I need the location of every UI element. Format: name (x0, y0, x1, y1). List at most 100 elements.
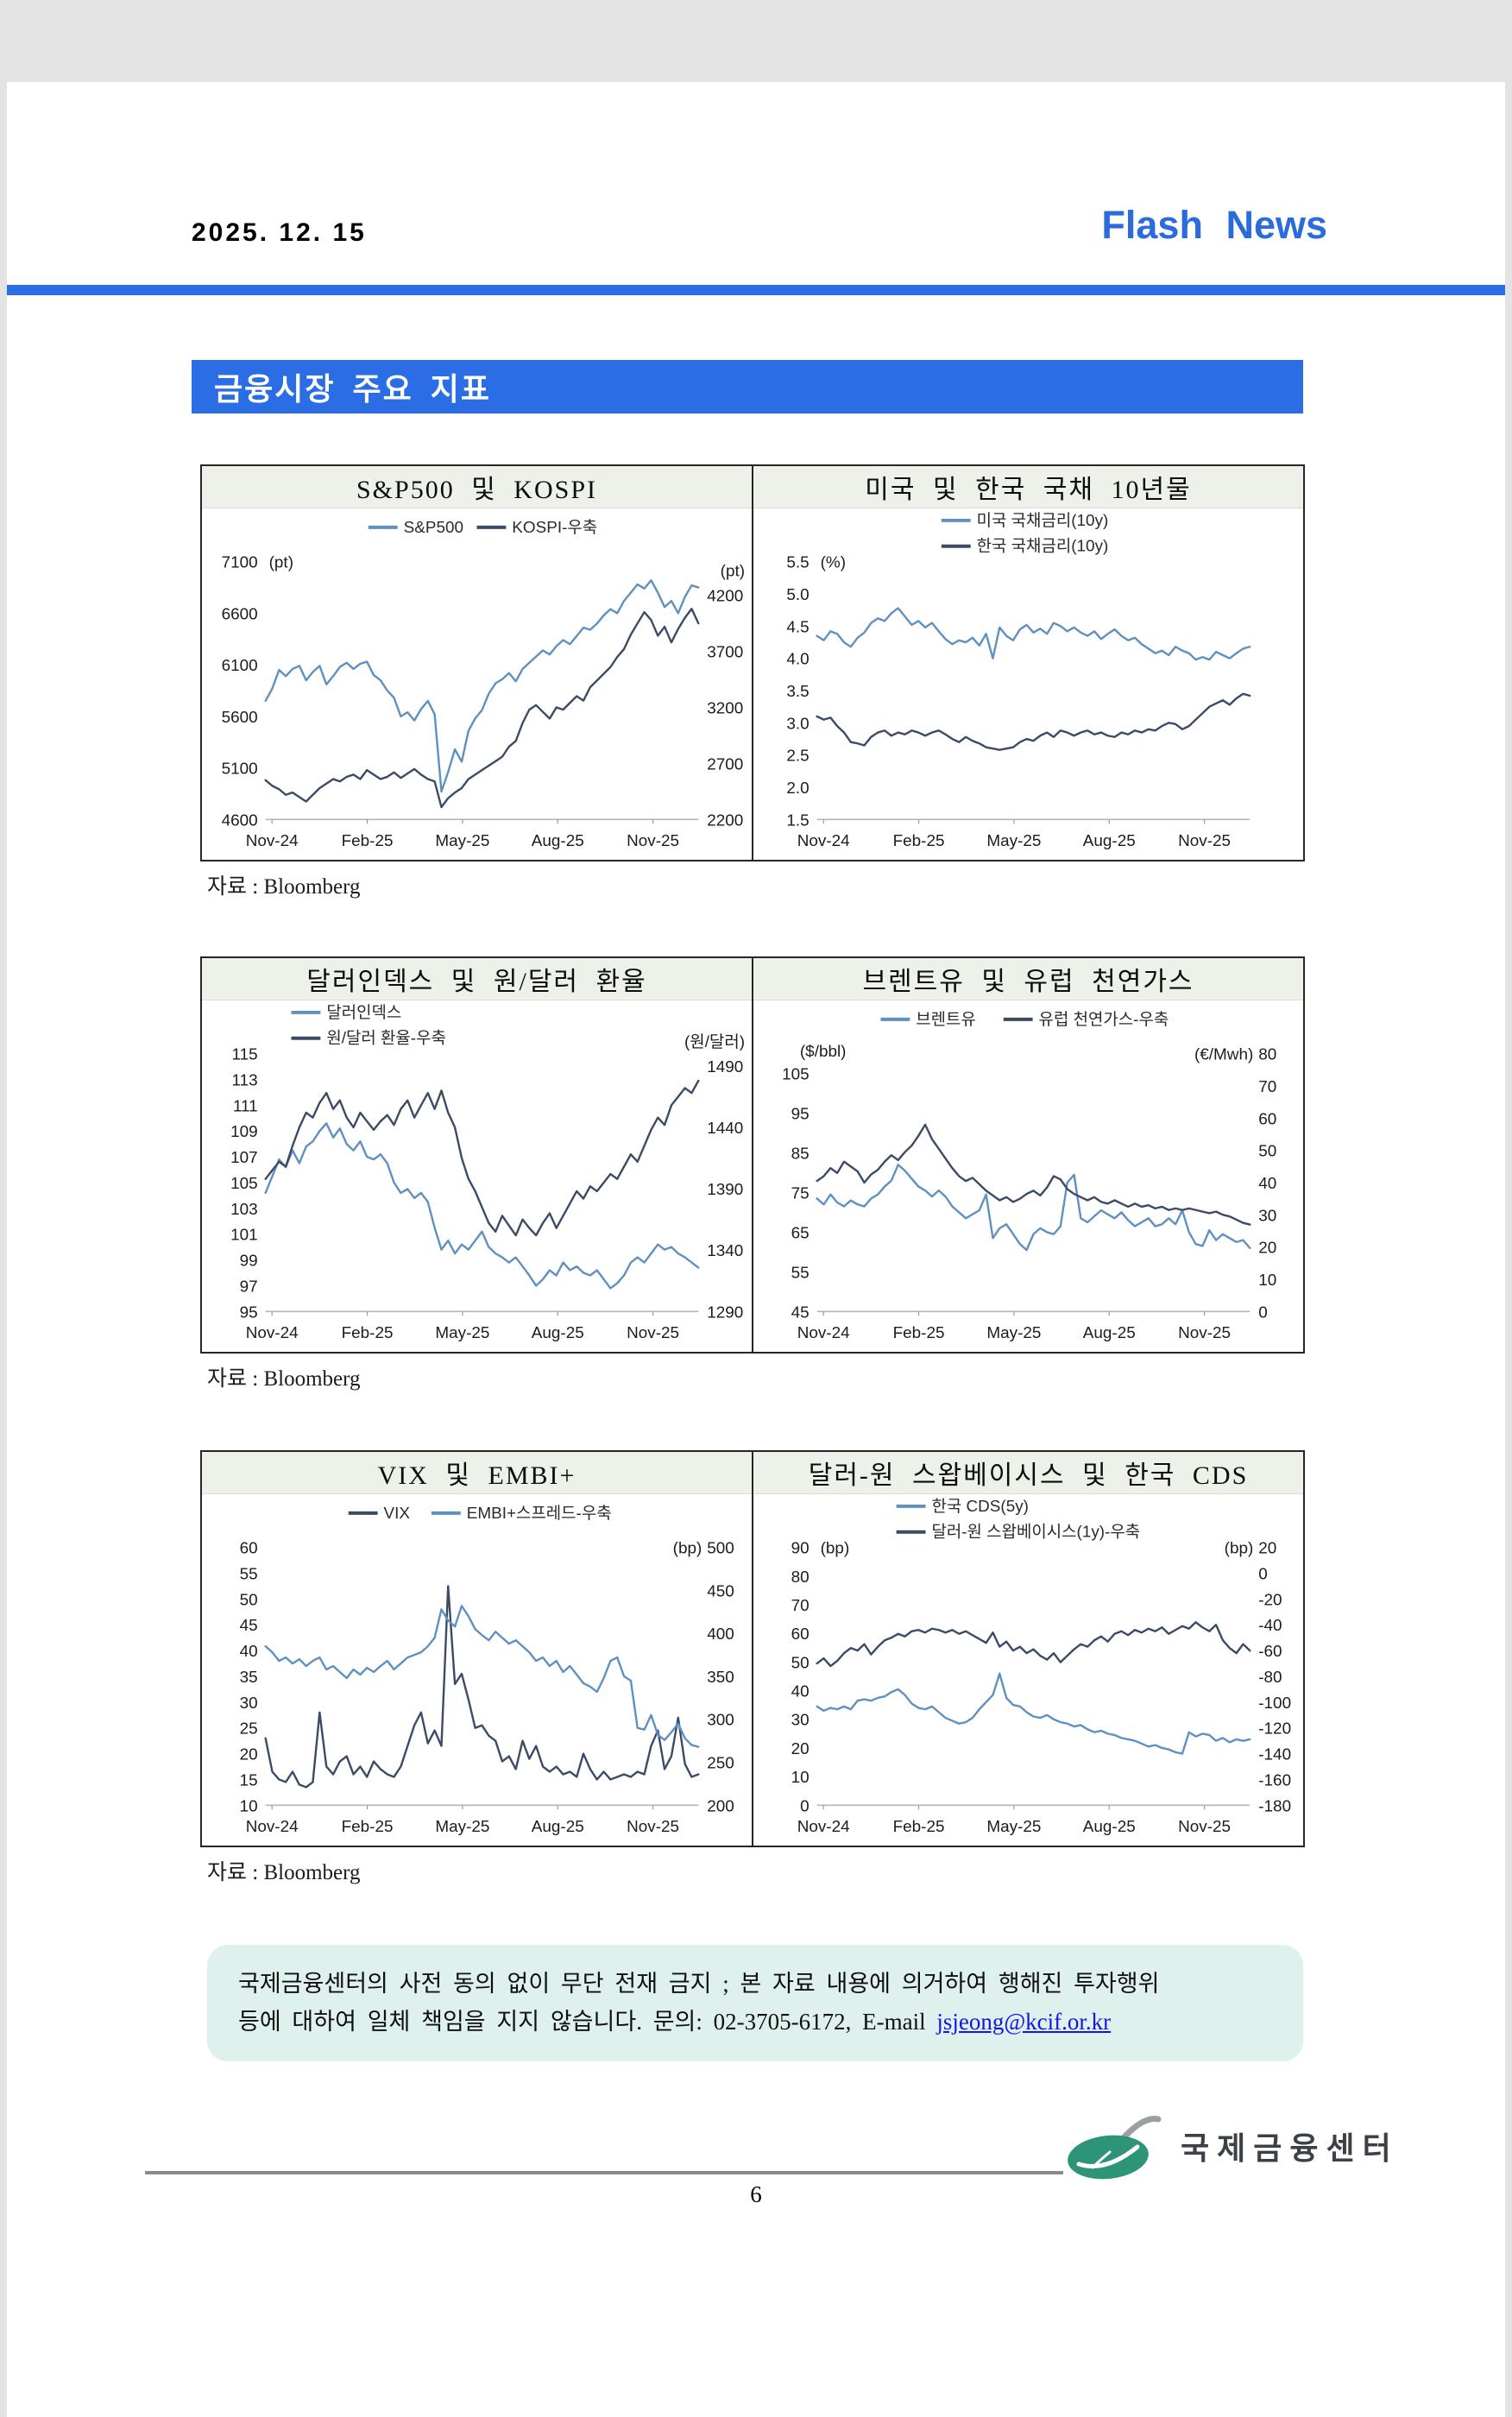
y-tick-label-left: 111 (233, 1097, 258, 1115)
series-line-left (816, 607, 1251, 661)
series-line-right (816, 1123, 1251, 1226)
y-tick-label-left: 10 (791, 1769, 810, 1787)
x-tick-label: May-25 (435, 1818, 489, 1836)
chart-title: VIX 및 EMBI+ (202, 1452, 752, 1494)
x-tick-label: Aug-25 (1083, 1324, 1136, 1342)
series-line-left (264, 1585, 700, 1789)
chart-us-kr-10y: 미국 및 한국 국채 10년물 Nov-24 Feb-25 May-25 Aug-25… (753, 466, 1303, 860)
y-tick-label-left: 60 (791, 1625, 810, 1644)
chart-title: 미국 및 한국 국채 10년물 (753, 466, 1303, 508)
chart-row-2: 달러인덱스 및 원/달러 환율 Nov-24 Feb-25 May-25 Aug-25… (200, 956, 1305, 1354)
x-tick-label: Nov-25 (627, 832, 679, 850)
y-tick-label-left: 4.5 (786, 618, 809, 636)
chart-plot: Nov-24 Feb-25 May-25 Aug-25 Nov-25 105 95 85 75 6… (753, 1000, 1303, 1354)
x-tick-label: Feb-25 (342, 832, 394, 850)
y-tick-label-left: 113 (232, 1072, 258, 1090)
legend-label: 브렌트유 (916, 1010, 976, 1029)
y-tick-label-left: 95 (240, 1303, 258, 1322)
report-date: 2025. 12. 15 (192, 218, 367, 247)
source-note: 자료 : Bloomberg (207, 875, 361, 899)
y-tick-label-left: 97 (240, 1278, 258, 1296)
source-note: 자료 : Bloomberg (207, 1367, 361, 1391)
y-tick-label-right: 0 (1258, 1303, 1268, 1322)
y-tick-label-left: 2.0 (786, 779, 809, 798)
kcif-logo-icon (1068, 2116, 1162, 2180)
legend-label: KOSPI-우축 (512, 518, 597, 537)
y-tick-label-left: 115 (232, 1046, 258, 1064)
y-tick-label-right: 60 (1258, 1110, 1276, 1128)
line-chart: Nov-24 Feb-25 May-25 Aug-25 Nov-25 60 55 50 45 40… (240, 1504, 734, 1836)
contact-email-link[interactable]: jsjeong@kcif.or.kr (936, 2008, 1112, 2035)
right-axis-unit: (bp) (673, 1540, 702, 1558)
right-axis-unit: (bp) (1225, 1540, 1254, 1558)
x-tick-label: Feb-25 (342, 1818, 394, 1836)
chart-plot: Nov-24 Feb-25 May-25 Aug-25 Nov-25 7100 (pt) 66… (202, 508, 752, 862)
y-tick-label-right: 70 (1258, 1078, 1276, 1096)
left-axis-unit: ($/bbl) (800, 1043, 847, 1061)
y-tick-label-left: 95 (791, 1106, 810, 1124)
y-tick-label-left: 30 (240, 1694, 258, 1713)
footer-divider (145, 2171, 1063, 2174)
x-tick-label: Nov-24 (246, 1818, 299, 1836)
kcif-logo-text: 국제금융센터 (1181, 2130, 1399, 2166)
y-tick-label-right: -40 (1258, 1617, 1282, 1635)
y-tick-label-right: 1390 (707, 1181, 743, 1199)
y-tick-label-left: 90 (791, 1540, 810, 1558)
legend-label: 유럽 천연가스-우축 (1039, 1010, 1169, 1029)
y-tick-label-left: 107 (230, 1149, 258, 1167)
y-tick-label-left: 40 (791, 1683, 810, 1701)
y-tick-label-right: 50 (1258, 1143, 1276, 1161)
chart-row-1: S&P500 및 KOSPI Nov-24 Feb-25 May-25 Aug-25 N… (200, 464, 1305, 861)
right-axis-unit: (원/달러) (684, 1032, 745, 1051)
chart-title: 브렌트유 및 유럽 천연가스 (753, 958, 1303, 1000)
y-tick-label-right: 400 (707, 1625, 734, 1644)
x-tick-label: Aug-25 (532, 1818, 584, 1836)
y-tick-label-left: 75 (791, 1184, 810, 1202)
y-tick-label-left: 45 (240, 1617, 258, 1635)
line-chart: Nov-24 Feb-25 May-25 Aug-25 Nov-25 115 113 111 1… (230, 1003, 745, 1342)
x-tick-label: Feb-25 (893, 832, 945, 850)
x-tick-label: May-25 (435, 1324, 489, 1342)
legend-label: S&P500 (404, 519, 463, 537)
y-tick-label-left: 105 (230, 1175, 258, 1193)
line-chart: Nov-24 Feb-25 May-25 Aug-25 Nov-25 105 95 85 75 6… (782, 1010, 1276, 1342)
legend-label: 한국 CDS(5y) (931, 1497, 1029, 1516)
y-tick-label-left: 5600 (222, 709, 258, 727)
legend-label: 한국 국채금리(10y) (977, 537, 1109, 556)
report-page: 2025. 12. 15 Flash News 금융시장 주요 지표 S&P50… (7, 82, 1505, 2417)
x-tick-label: Nov-25 (1178, 832, 1231, 850)
chart-dxy-krw: 달러인덱스 및 원/달러 환율 Nov-24 Feb-25 May-25 Aug-25… (202, 958, 753, 1352)
x-tick-label: Nov-25 (1178, 1818, 1231, 1836)
y-tick-label-right: 250 (707, 1755, 734, 1773)
y-tick-label-right: 20 (1258, 1240, 1276, 1258)
kcif-logo: 국제금융센터 (1067, 2107, 1399, 2185)
y-tick-label-left: 5.0 (786, 586, 809, 604)
y-tick-label-left: 4600 (222, 811, 258, 830)
chart-title: 달러-원 스왑베이시스 및 한국 CDS (753, 1452, 1303, 1494)
y-tick-label-right: 4200 (707, 588, 743, 606)
y-tick-label-left: 60 (240, 1540, 258, 1558)
y-tick-label-left: 3.5 (786, 683, 809, 701)
chart-plot: Nov-24 Feb-25 May-25 Aug-25 Nov-25 5.5 (%) 5.0 4… (753, 508, 1303, 862)
x-tick-label: Nov-25 (627, 1818, 679, 1836)
disclaimer-box: 국제금융센터의 사전 동의 없이 무단 전재 금지 ; 본 자료 내용에 의거하… (207, 1945, 1303, 2062)
x-tick-label: Aug-25 (1083, 1818, 1136, 1836)
y-tick-label-left: 10 (240, 1797, 258, 1815)
x-tick-label: Aug-25 (1083, 832, 1136, 850)
x-tick-label: Nov-25 (627, 1324, 679, 1342)
y-tick-label-left: 70 (791, 1597, 810, 1615)
x-tick-label: Nov-24 (246, 832, 299, 850)
y-tick-label-left: 20 (791, 1740, 810, 1758)
chart-title: 달러인덱스 및 원/달러 환율 (202, 958, 752, 1000)
chart-title: S&P500 및 KOSPI (202, 466, 752, 508)
disclaimer-line-2: 등에 대하여 일체 책임을 지지 않습니다. 문의: 02-3705-6172,… (238, 2008, 1112, 2035)
y-tick-label-left: 45 (791, 1303, 810, 1322)
y-tick-label-left: 6600 (222, 605, 258, 623)
y-tick-label-right: 500 (707, 1540, 734, 1558)
y-tick-label-right: 30 (1258, 1207, 1276, 1225)
page-number: 6 (750, 2181, 762, 2207)
y-tick-label-right: 20 (1258, 1540, 1276, 1558)
y-tick-label-right: 80 (1258, 1046, 1276, 1064)
chart-plot: Nov-24 Feb-25 May-25 Aug-25 Nov-25 60 55 50 45 40… (202, 1494, 752, 1848)
